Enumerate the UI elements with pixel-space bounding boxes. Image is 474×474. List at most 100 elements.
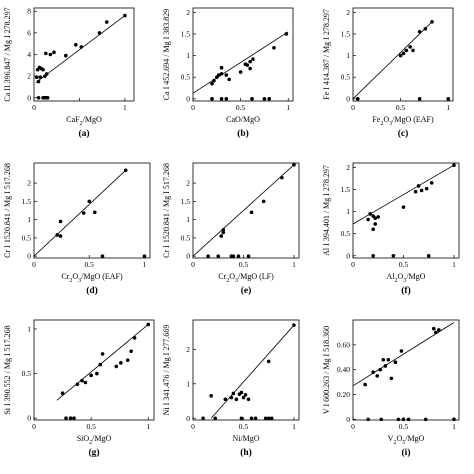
data-point	[79, 45, 84, 49]
x-tick-label: 0	[32, 422, 36, 431]
y-tick-label: 2	[27, 179, 31, 188]
data-point	[227, 77, 231, 82]
data-point	[408, 45, 412, 49]
data-point	[219, 97, 224, 101]
data-point	[64, 416, 68, 421]
data-point	[389, 376, 394, 381]
y-tick-label: 0	[346, 251, 350, 260]
data-point	[401, 417, 406, 422]
data-point	[241, 395, 246, 400]
y-tick-label: 0.20	[337, 390, 350, 399]
x-axis-label: Cr2O3/MgO (LF)	[218, 272, 274, 284]
y-tick-label: 8	[27, 7, 31, 16]
data-point	[223, 397, 228, 402]
x-tick-label: 0	[32, 260, 36, 269]
x-tick-label: 1	[446, 103, 450, 112]
data-point	[386, 357, 391, 362]
data-point	[243, 393, 248, 397]
y-tick-label: 0.5	[341, 73, 351, 82]
data-point	[424, 186, 429, 191]
data-point	[74, 42, 78, 47]
data-point	[36, 95, 41, 100]
data-point	[363, 382, 367, 387]
y-tick-label: 1	[27, 215, 31, 224]
data-point	[375, 374, 380, 378]
y-tick-label: 2	[186, 8, 190, 17]
data-point	[34, 75, 39, 80]
x-axis-label: Fe2O3/MgO (EAF)	[372, 115, 434, 127]
panel-label: (c)	[398, 128, 409, 139]
data-point	[248, 59, 252, 64]
data-point	[224, 97, 229, 101]
x-tick-label: 0.5	[239, 422, 249, 431]
y-tick-label: 0.5	[181, 233, 191, 242]
y-tick-label: 1	[346, 51, 350, 60]
data-point	[401, 205, 406, 209]
plot-frame	[33, 319, 155, 421]
data-point	[212, 78, 216, 83]
data-point	[221, 228, 226, 232]
data-point	[391, 253, 396, 258]
fit-line	[210, 324, 295, 419]
panel-label: (f)	[401, 285, 411, 296]
data-point	[433, 330, 438, 335]
fit-line	[192, 31, 289, 94]
x-axis-label: Ni/MgO	[232, 434, 259, 443]
fit-line	[352, 21, 433, 100]
plot-frame	[192, 319, 300, 421]
y-tick-label: 0.5	[181, 73, 191, 82]
y-axis-label: Ni I 341.476 / Mg I 277.669	[162, 325, 171, 416]
data-point	[52, 50, 56, 55]
y-tick-label: 1.5	[22, 197, 32, 206]
panel-label: (b)	[237, 128, 249, 139]
panel-g: 0 0.5 1 0 0.5 1 SiO2/MgO Si I 390.552 / Mg I 51…	[3, 319, 155, 458]
y-axis-label: Fe I 414.387 / Mg I 278.297	[322, 9, 331, 100]
data-point	[142, 254, 147, 258]
data-point	[64, 53, 68, 58]
data-point	[398, 53, 403, 58]
data-point	[48, 52, 53, 57]
data-point	[36, 79, 41, 84]
panel-label: (a)	[78, 128, 89, 139]
data-point	[221, 230, 226, 235]
data-point	[239, 416, 244, 421]
data-point	[219, 65, 224, 70]
data-point	[401, 51, 406, 56]
y-tick-label: 0	[27, 252, 31, 261]
fit-line	[352, 164, 455, 225]
data-point	[60, 391, 65, 396]
data-point	[123, 13, 127, 18]
y-tick-label: 0	[346, 94, 350, 103]
data-point	[373, 222, 378, 226]
data-point	[452, 163, 456, 168]
data-point	[132, 336, 137, 340]
data-point	[239, 390, 244, 395]
data-point	[416, 184, 421, 188]
panel-label: (h)	[240, 447, 252, 458]
x-tick-label: 1	[123, 103, 127, 112]
x-tick-label: 1	[452, 422, 456, 431]
data-point	[383, 364, 388, 368]
panel-label: (d)	[86, 285, 98, 296]
data-point	[229, 395, 234, 400]
data-point	[231, 391, 236, 396]
data-point	[249, 416, 254, 421]
x-tick-label: 0	[191, 422, 195, 431]
data-point	[87, 199, 92, 204]
data-point	[119, 361, 123, 365]
y-tick-label: 2	[346, 8, 350, 17]
data-point	[371, 370, 375, 374]
panel-h: 0 0.5 1 0 1 2 Ni/MgO Ni I 341.476 / Mg I 277.66…	[162, 319, 300, 458]
data-point	[263, 416, 268, 421]
data-point	[100, 352, 105, 356]
y-tick-label: 0.40	[337, 365, 350, 374]
data-point	[72, 416, 76, 421]
data-point	[251, 57, 255, 61]
plot-frame	[352, 7, 454, 102]
x-tick-label: 0.5	[396, 103, 406, 112]
y-tick-label: 1.5	[341, 185, 351, 194]
panel-a: 0 1 0 2 4 6 8 CaF2/MgO Ca II 396.847 / Mg I 278.…	[3, 7, 135, 139]
y-axis-label: Cr I 1520.841 / Mg I 517.268	[3, 163, 12, 258]
data-point	[123, 168, 128, 173]
y-tick-label: 0.5	[22, 369, 32, 378]
